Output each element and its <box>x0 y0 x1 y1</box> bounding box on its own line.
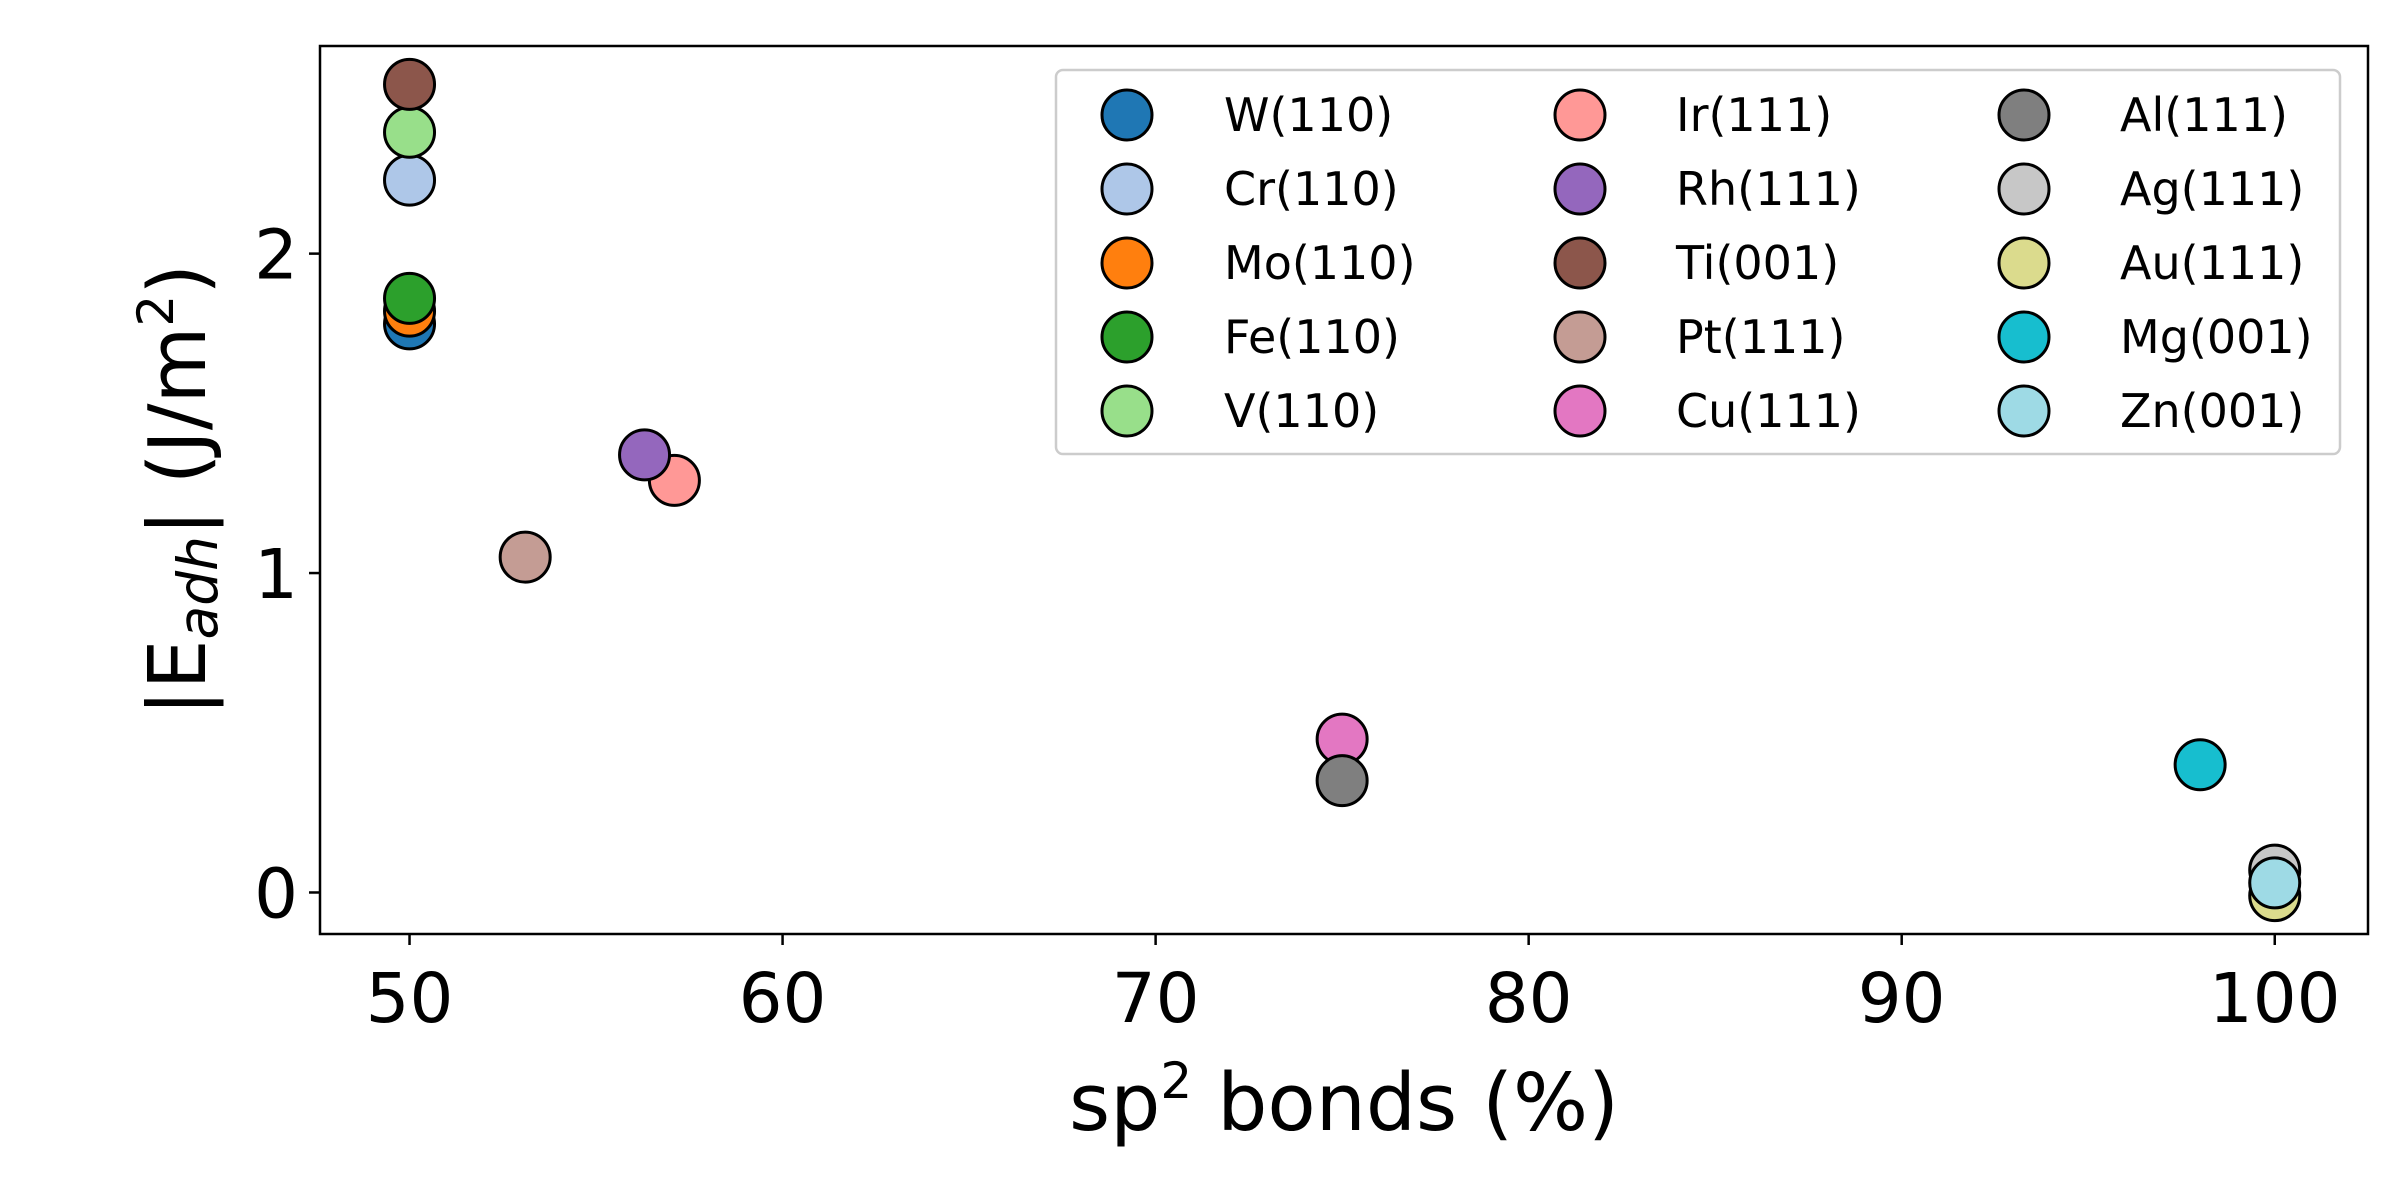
legend-marker-fe-110 <box>1100 310 1154 364</box>
legend-marker-ag-111 <box>1997 162 2051 216</box>
point-ti-001 <box>383 57 437 111</box>
data-points <box>383 57 2302 923</box>
x-tick-label: 80 <box>1485 959 1573 1039</box>
legend-marker-mo-110 <box>1100 236 1154 290</box>
legend-marker-ir-111 <box>1553 88 1607 142</box>
point-zn-001 <box>2248 856 2302 910</box>
point-al-111 <box>1315 754 1369 808</box>
legend-marker-v-110 <box>1100 384 1154 438</box>
legend-marker-mg-001 <box>1997 310 2051 364</box>
point-rh-111 <box>618 428 672 482</box>
legend-label: Cr(110) <box>1224 162 1399 216</box>
x-tick-label: 90 <box>1858 959 1946 1039</box>
legend-label: Ag(111) <box>2120 162 2304 216</box>
point-fe-110 <box>383 271 437 325</box>
x-tick-label: 60 <box>739 959 827 1039</box>
legend-label: Ti(001) <box>1675 236 1839 290</box>
point-cr-110 <box>383 153 437 207</box>
plot-frame <box>318 44 2370 936</box>
x-tick-label: 50 <box>366 959 454 1039</box>
legend-marker-w-110 <box>1100 88 1154 142</box>
legend-marker-zn-001 <box>1997 384 2051 438</box>
point-v-110 <box>383 105 437 159</box>
y-axis-title: |Eadh| (J/m2) <box>127 264 230 716</box>
legend-label: W(110) <box>1224 88 1393 142</box>
legend-label: Mg(001) <box>2120 310 2313 364</box>
legend-marker-au-111 <box>1997 236 2051 290</box>
legend-label: Fe(110) <box>1224 310 1400 364</box>
x-axis-title: sp2 bonds (%) <box>1069 1052 1619 1149</box>
point-pt-111 <box>498 530 552 584</box>
legend-marker-rh-111 <box>1553 162 1607 216</box>
legend-marker-ti-001 <box>1553 236 1607 290</box>
y-tick-label: 2 <box>254 216 298 296</box>
y-tick-label: 0 <box>254 854 298 934</box>
legend-label: Ir(111) <box>1676 88 1832 142</box>
legend-label: Zn(001) <box>2120 384 2304 438</box>
axis-ticks: 50 60 70 80 90 100 0 1 2 <box>254 216 2340 1039</box>
legend: W(110) Cr(110) Mo(110) Fe(110) V(110) Ir(111)… <box>1054 68 2342 456</box>
legend-label: Au(111) <box>2120 236 2304 290</box>
legend-marker-al-111 <box>1997 88 2051 142</box>
y-tick-label: 1 <box>254 535 298 615</box>
legend-label: V(110) <box>1224 384 1379 438</box>
x-tick-label: 100 <box>2209 959 2341 1039</box>
legend-marker-cu-111 <box>1553 384 1607 438</box>
legend-label: Mo(110) <box>1224 236 1416 290</box>
point-mg-001 <box>2173 738 2227 792</box>
legend-marker-cr-110 <box>1100 162 1154 216</box>
legend-label: Cu(111) <box>1676 384 1861 438</box>
legend-label: Al(111) <box>2120 88 2288 142</box>
legend-label: Pt(111) <box>1676 310 1845 364</box>
legend-marker-pt-111 <box>1553 310 1607 364</box>
x-tick-label: 70 <box>1112 959 1200 1039</box>
legend-label: Rh(111) <box>1676 162 1861 216</box>
